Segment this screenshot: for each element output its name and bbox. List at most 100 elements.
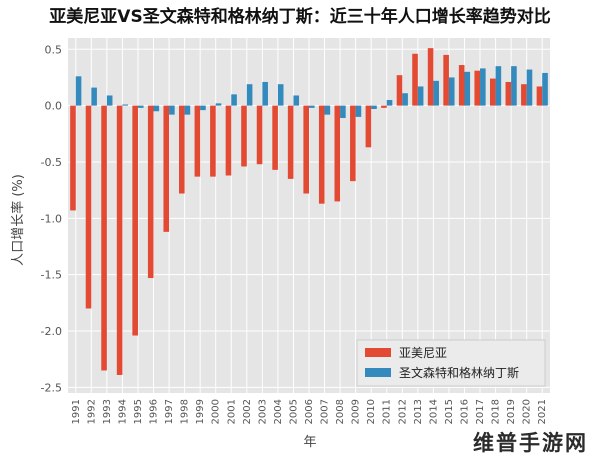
bar-series2-1992 <box>91 87 97 106</box>
y-tick-label: -1.5 <box>41 269 62 282</box>
x-tick-label: 2002 <box>242 399 253 424</box>
x-tick-label: 2016 <box>459 399 470 424</box>
x-tick-label: 1994 <box>117 399 128 424</box>
x-tick-label: 2014 <box>428 399 439 424</box>
bar-series1-2003 <box>256 105 263 165</box>
bar-series1-1996 <box>147 105 154 279</box>
bar-series2-2017 <box>480 68 486 106</box>
x-tick-label: 2001 <box>226 399 237 424</box>
x-tick-label: 2020 <box>522 399 533 424</box>
bar-series1-1991 <box>70 105 76 211</box>
bar-series2-1993 <box>106 95 113 106</box>
bar-series1-2001 <box>225 105 232 176</box>
x-tick-label: 1997 <box>164 399 175 424</box>
bar-series2-2019 <box>511 66 517 106</box>
bar-series2-1994 <box>122 104 129 106</box>
legend-box <box>356 339 546 387</box>
bar-series1-2021 <box>536 86 543 106</box>
bar-series2-2011 <box>386 99 393 106</box>
legend-swatch <box>365 368 391 377</box>
bar-series1-2018 <box>489 78 496 106</box>
x-tick-label: 2018 <box>491 399 502 424</box>
bar-series1-1993 <box>101 105 107 371</box>
x-tick-label: 2015 <box>444 399 455 424</box>
bars <box>70 48 548 375</box>
bar-series2-2003 <box>262 81 268 106</box>
bar-series1-2011 <box>381 105 387 108</box>
bar-series1-1994 <box>116 105 123 375</box>
bar-series1-2009 <box>350 105 356 182</box>
bar-series1-2016 <box>458 65 465 106</box>
legend-swatch <box>365 348 391 357</box>
x-tick-label: 2003 <box>257 399 268 424</box>
y-tick-labels: -2.5 -2.0 -1.5 -1.0 -0.5 0.0 0.5 <box>41 43 62 394</box>
bar-series1-2015 <box>443 54 449 106</box>
bar-series2-2021 <box>542 72 548 106</box>
bar-series1-2007 <box>318 105 325 204</box>
y-tick-label: -0.5 <box>41 156 62 169</box>
x-tick-label: 2010 <box>366 399 377 424</box>
x-tick-label: 2006 <box>304 399 315 424</box>
bar-series2-2006 <box>309 105 315 108</box>
x-tick-label: 1999 <box>195 399 206 424</box>
legend-label: 圣文森特和格林纳丁斯 <box>399 365 519 380</box>
bar-series2-2013 <box>417 86 424 106</box>
bar-series1-2013 <box>412 53 418 106</box>
bar-series2-2015 <box>448 77 455 106</box>
y-tick-label: 0.5 <box>45 43 63 56</box>
x-tick-label: 2011 <box>382 399 393 424</box>
bar-series1-1998 <box>179 105 185 194</box>
bar-series1-2002 <box>241 105 247 167</box>
bar-series1-2019 <box>505 81 512 106</box>
bar-series1-2020 <box>521 84 527 106</box>
bar-series2-2020 <box>526 69 533 106</box>
x-tick-label: 2021 <box>537 399 548 424</box>
x-tick-label: 2007 <box>320 399 331 424</box>
bar-series2-2008 <box>340 105 346 119</box>
y-tick-label: -2.5 <box>41 381 62 394</box>
x-tick-label: 1991 <box>71 399 82 424</box>
x-tick-label: 1993 <box>102 399 113 424</box>
bar-series2-2005 <box>293 95 300 106</box>
x-tick-label: 2009 <box>351 399 362 424</box>
bar-series2-2007 <box>324 105 331 115</box>
x-tick-label: 1995 <box>133 399 144 424</box>
bar-series2-1995 <box>137 105 144 108</box>
bar-series1-2005 <box>287 105 294 179</box>
watermark: 维普手游网 <box>473 431 588 455</box>
legend-label: 亚美尼亚 <box>399 346 447 360</box>
bar-series1-2004 <box>272 105 278 170</box>
bar-series2-2014 <box>433 80 439 106</box>
bar-series1-2000 <box>210 105 216 177</box>
x-tick-label: 2004 <box>273 399 284 424</box>
bar-series2-1991 <box>75 76 82 106</box>
y-tick-label: -2.0 <box>41 325 62 338</box>
chart-title: 亚美尼亚VS圣文森特和格林纳丁斯：近三十年人口增长率趋势对比 <box>49 6 550 27</box>
bar-series1-2012 <box>396 75 403 106</box>
x-tick-label: 2008 <box>335 399 346 424</box>
bar-series2-2009 <box>355 105 362 117</box>
bar-series2-2016 <box>464 71 471 106</box>
x-tick-label: 2013 <box>413 399 424 424</box>
bar-series2-2010 <box>371 105 377 109</box>
bar-series2-2012 <box>402 93 408 106</box>
x-tick-label: 1998 <box>180 399 191 424</box>
y-tick-label: -1.0 <box>41 212 62 225</box>
bar-series1-2017 <box>474 70 481 106</box>
bar-series1-1995 <box>132 105 138 336</box>
bar-series2-1999 <box>200 105 206 111</box>
y-tick-label: 0.0 <box>45 100 63 113</box>
bar-series1-1999 <box>194 105 201 177</box>
bar-series2-2004 <box>277 84 284 106</box>
x-tick-label: 2005 <box>288 399 299 424</box>
x-tick-labels: 1991 1992 1993 1994 1995 1996 1997 1998 1999 2000… <box>71 399 548 424</box>
bar-series2-2002 <box>246 84 253 106</box>
x-tick-label: 1992 <box>86 399 97 424</box>
bar-series1-1997 <box>163 105 170 232</box>
bar-series1-2014 <box>427 48 434 106</box>
bar-series2-2000 <box>215 103 222 106</box>
bar-series1-2006 <box>303 105 309 194</box>
x-tick-label: 1996 <box>149 399 160 424</box>
